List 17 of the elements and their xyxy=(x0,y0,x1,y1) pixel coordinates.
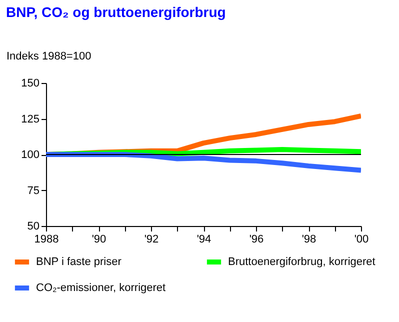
legend-label: Bruttoenergiforbrug, korrigeret xyxy=(228,256,376,268)
chart-title: BNP, CO₂ og bruttoenergiforbrug xyxy=(6,4,226,20)
y-tick-label: 50 xyxy=(27,220,40,232)
x-tick-label: '90 xyxy=(92,234,106,246)
y-tick-label: 150 xyxy=(21,78,40,90)
x-tick-label: '96 xyxy=(249,234,264,246)
y-axis-title: Indeks 1988=100 xyxy=(6,50,92,62)
legend-label: BNP i faste priser xyxy=(36,256,122,268)
legend-label: CO₂-emissioner, korrigeret xyxy=(36,282,166,294)
x-tick-label: 1988 xyxy=(34,234,59,246)
x-tick-label: '92 xyxy=(144,234,159,246)
y-tick-label: 125 xyxy=(21,113,40,126)
x-tick-label: '00 xyxy=(354,234,369,246)
y-tick-label: 75 xyxy=(27,184,40,197)
x-tick-label: '98 xyxy=(302,234,316,246)
x-tick-label: '94 xyxy=(196,234,212,246)
y-tick-label: 100 xyxy=(21,149,40,161)
